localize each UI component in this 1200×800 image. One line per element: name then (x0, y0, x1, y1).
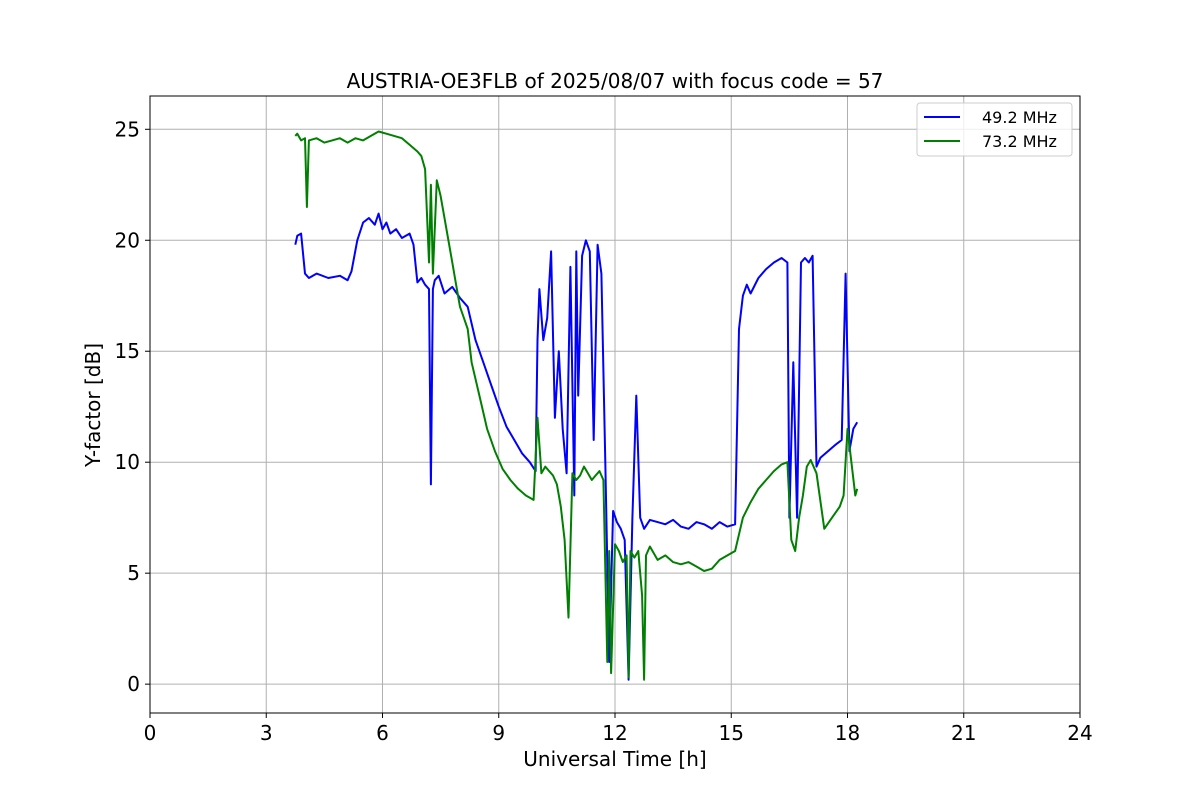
x-axis-label: Universal Time [h] (523, 747, 706, 771)
legend-label-series-2: 73.2 MHz (982, 132, 1057, 151)
x-tick-label: 3 (260, 721, 273, 745)
x-tick-label: 6 (376, 721, 389, 745)
y-tick-label: 10 (115, 450, 140, 474)
y-tick-label: 5 (127, 561, 140, 585)
y-tick-label: 0 (127, 672, 140, 696)
y-tick-label: 25 (115, 117, 140, 141)
legend: 49.2 MHz 73.2 MHz (916, 102, 1073, 157)
grid (149, 96, 1081, 713)
x-tick-label: 15 (719, 721, 744, 745)
x-tick-label: 9 (492, 721, 505, 745)
axes-ticks: 0 3 6 9 12 15 18 21 24 0 5 10 15 20 25 (115, 117, 1093, 745)
y-tick-label: 15 (115, 339, 140, 363)
x-tick-label: 12 (602, 721, 627, 745)
series-line-1 (294, 212, 859, 681)
x-tick-label: 18 (835, 721, 860, 745)
x-tick-label: 0 (144, 721, 157, 745)
x-tick-label: 24 (1067, 721, 1092, 745)
chart-title: AUSTRIA-OE3FLB of 2025/08/07 with focus … (347, 69, 884, 93)
y-axis-label: Y-factor [dB] (81, 343, 105, 468)
legend-label-series-1: 49.2 MHz (982, 108, 1057, 127)
plot-area (294, 130, 859, 681)
y-tick-label: 20 (115, 228, 140, 252)
x-tick-label: 21 (951, 721, 976, 745)
series-line-2 (294, 130, 859, 681)
